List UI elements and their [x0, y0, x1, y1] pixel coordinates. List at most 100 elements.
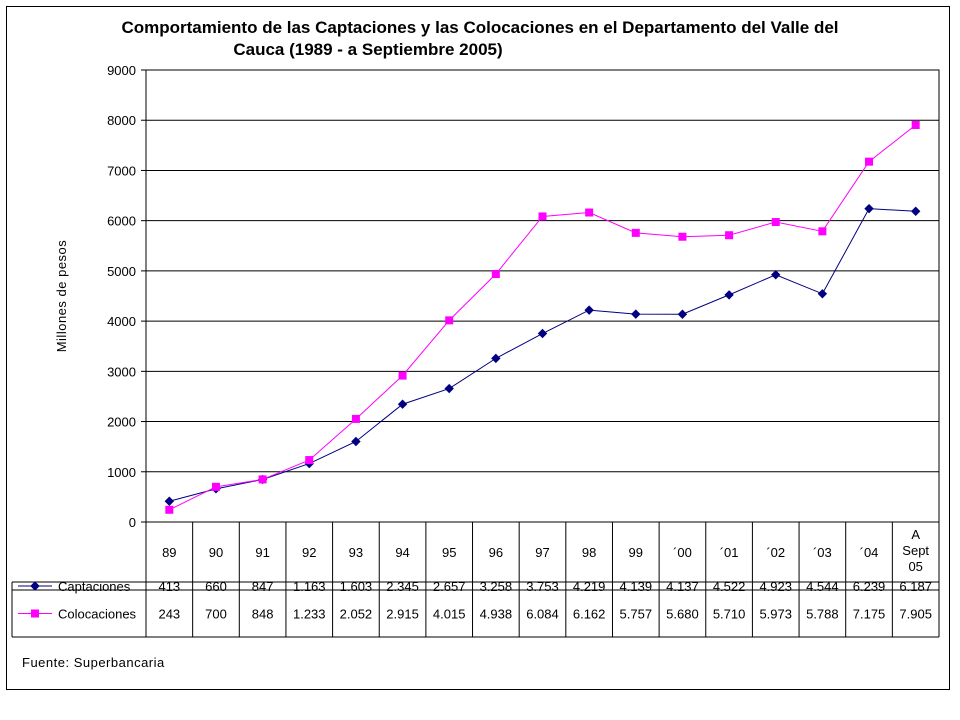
series-line-colocaciones — [169, 124, 916, 511]
data-table-cell: 5.757 — [620, 607, 653, 622]
x-category-label: ´04 — [860, 545, 879, 560]
data-table-cell: 243 — [158, 607, 180, 622]
data-table-cell: 1.163 — [293, 579, 326, 594]
source-note: Fuente: Superbancaria — [22, 655, 165, 670]
x-category-label: 97 — [535, 545, 549, 560]
data-table-cell: 3.258 — [480, 579, 513, 594]
y-tick-label: 5000 — [107, 264, 136, 279]
chart-title-line-2: Cauca (1989 - a Septiembre 2005) — [233, 40, 502, 59]
data-point — [817, 289, 828, 299]
data-point — [445, 316, 454, 325]
data-point — [631, 309, 641, 319]
y-tick-label: 2000 — [107, 415, 136, 430]
data-table-cell: 6.162 — [573, 607, 606, 622]
data-table-cell: 2.345 — [386, 579, 419, 594]
data-table-cell: 660 — [205, 579, 227, 594]
series-line-captaciones — [169, 208, 916, 502]
x-category-label: 93 — [349, 545, 363, 560]
x-category-label: 89 — [162, 545, 176, 560]
x-category-label: ´00 — [673, 545, 692, 560]
x-category-label: ´02 — [766, 545, 785, 560]
x-category-label: 05 — [908, 559, 922, 574]
data-point — [164, 496, 175, 506]
data-table-cell: 6.187 — [899, 579, 932, 594]
y-tick-label: 4000 — [107, 314, 136, 329]
data-point — [771, 270, 781, 280]
data-point — [911, 120, 920, 129]
data-point — [677, 309, 688, 319]
y-tick-label: 0 — [129, 515, 136, 530]
x-category-label: A — [911, 527, 920, 542]
x-category-label: 90 — [209, 545, 223, 560]
data-table-cell: 4.219 — [573, 579, 606, 594]
data-point — [910, 206, 921, 216]
data-table-cell: 4.544 — [806, 579, 839, 594]
data-point — [537, 328, 548, 339]
data-point — [305, 456, 314, 465]
data-table-cell: 2.657 — [433, 579, 466, 594]
data-point — [865, 157, 874, 166]
x-category-label: 92 — [302, 545, 316, 560]
data-table-cell: 2.915 — [386, 607, 419, 622]
data-point — [864, 203, 874, 214]
data-point — [678, 232, 687, 241]
y-axis-label: Millones de pesos — [54, 240, 69, 353]
data-table-cell: 4.522 — [713, 579, 746, 594]
legend-key-marker — [31, 609, 39, 618]
x-category-label: 98 — [582, 545, 596, 560]
data-table-cell: 4.139 — [620, 579, 653, 594]
data-table-cell: 5.788 — [806, 607, 839, 622]
data-point — [818, 227, 827, 236]
x-category-label: 99 — [629, 545, 643, 560]
data-table-cell: 700 — [205, 607, 227, 622]
data-point — [351, 414, 360, 423]
y-tick-label: 9000 — [107, 63, 136, 78]
y-tick-label: 6000 — [107, 214, 136, 229]
legend-key-marker — [30, 581, 40, 591]
data-point — [584, 305, 594, 315]
x-category-label: Sept — [902, 543, 929, 558]
data-table-cell: 413 — [158, 579, 180, 594]
legend-entry: Captaciones — [58, 579, 131, 594]
plot-area-border — [145, 69, 940, 523]
data-table-cell: 5.710 — [713, 607, 746, 622]
y-tick-label: 8000 — [107, 113, 136, 128]
x-category-label: 95 — [442, 545, 456, 560]
data-point — [538, 212, 547, 221]
data-table-cell: 6.239 — [853, 579, 886, 594]
y-tick-label: 7000 — [107, 163, 136, 178]
data-point — [351, 436, 361, 447]
data-table-cell: 4.015 — [433, 607, 466, 622]
data-table-cell: 5.973 — [759, 607, 792, 622]
x-category-label: 94 — [395, 545, 409, 560]
data-point — [585, 208, 594, 217]
legend-entry: Colocaciones — [58, 607, 137, 622]
data-point — [724, 290, 734, 300]
data-table-cell: 7.175 — [853, 607, 886, 622]
data-table-cell: 2.052 — [340, 607, 373, 622]
data-point — [491, 353, 501, 364]
x-category-label: ´03 — [813, 545, 832, 560]
data-point — [397, 399, 408, 409]
x-category-label: 96 — [489, 545, 503, 560]
y-tick-label: 3000 — [107, 364, 136, 379]
data-table-cell: 4.923 — [759, 579, 792, 594]
chart-frame — [6, 6, 950, 690]
data-point — [398, 371, 407, 380]
data-point — [165, 505, 174, 514]
data-point — [631, 228, 640, 237]
data-point — [258, 475, 267, 484]
data-table-cell: 4.938 — [480, 607, 513, 622]
x-category-label: 91 — [255, 545, 269, 560]
data-table-cell: 1.603 — [340, 579, 373, 594]
x-category-label: ´01 — [720, 545, 739, 560]
data-table-cell: 1.233 — [293, 607, 326, 622]
data-point — [211, 482, 220, 491]
data-point — [771, 218, 780, 227]
data-point — [444, 383, 454, 394]
data-table-cell: 4.137 — [666, 579, 699, 594]
data-table-cell: 7.905 — [899, 607, 932, 622]
y-tick-label: 1000 — [107, 465, 136, 480]
data-table-cell: 3.753 — [526, 579, 559, 594]
